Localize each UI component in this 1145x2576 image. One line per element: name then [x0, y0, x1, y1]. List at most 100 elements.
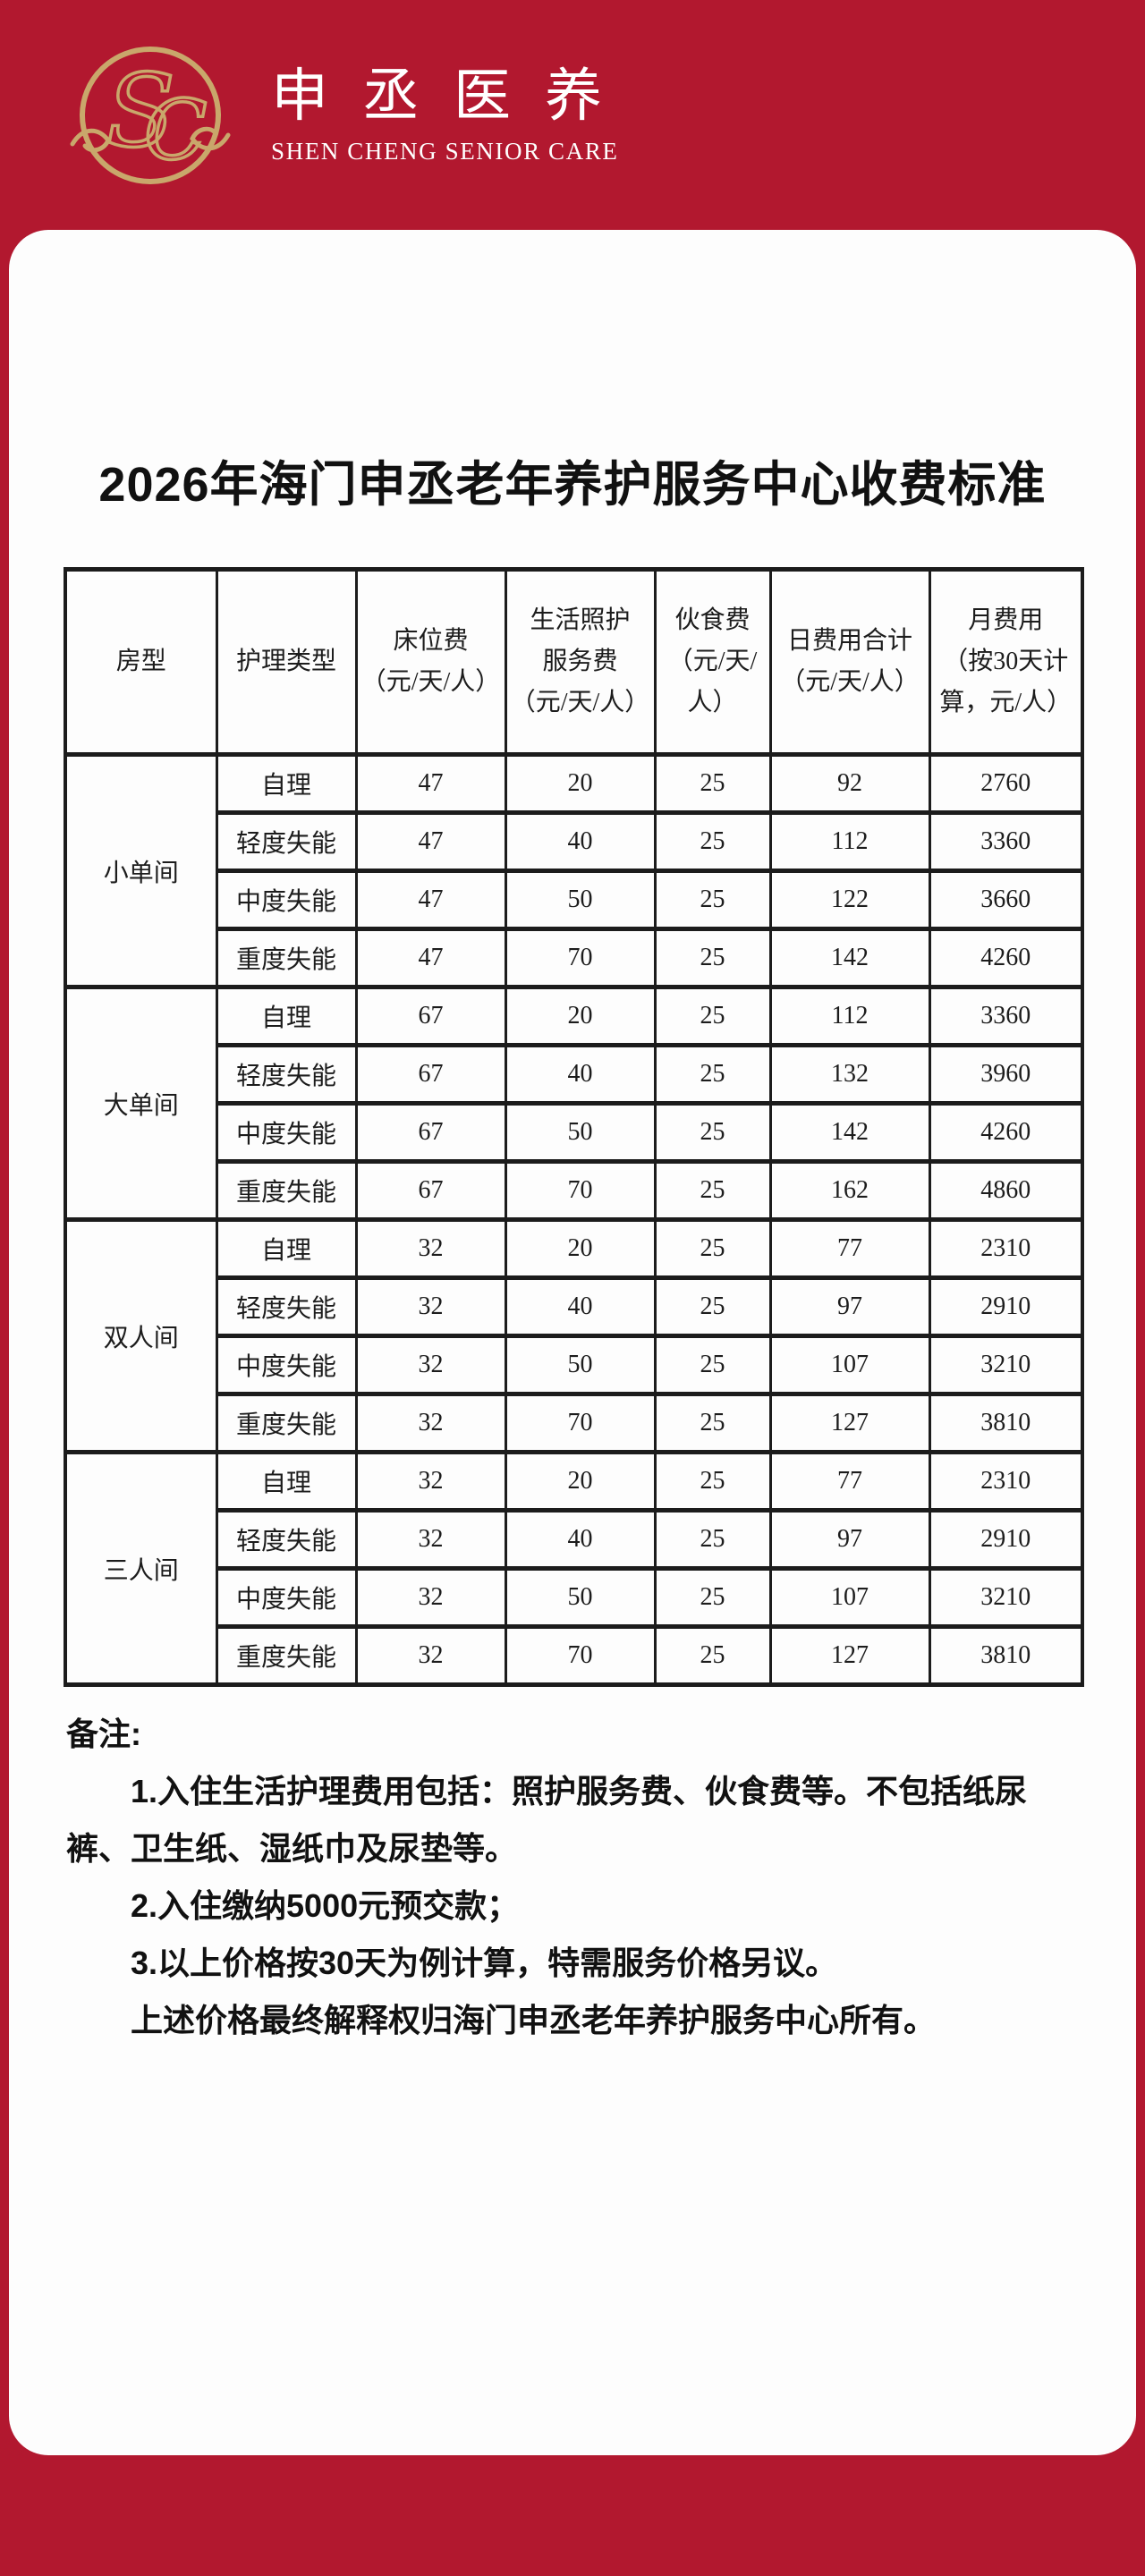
- table-row: 轻度失能 32 40 25 97 2910: [65, 1508, 1084, 1571]
- room-type-cell: 大单间: [64, 985, 218, 1222]
- meal-fee-cell: 25: [653, 1275, 772, 1338]
- monogram-letter-s: S: [106, 54, 175, 170]
- daily-total-cell: 127: [768, 1624, 931, 1687]
- header-monthly-fee: 月费用 （按30天计 算，元/人）: [928, 567, 1084, 757]
- table-row: 重度失能 47 70 25 142 4260: [65, 927, 1084, 989]
- service-fee-cell: 50: [504, 1101, 657, 1164]
- daily-total-cell: 92: [768, 752, 931, 815]
- service-fee-cell: 20: [504, 752, 657, 815]
- bed-fee-cell: 32: [354, 1392, 507, 1454]
- bed-fee-cell: 67: [354, 1101, 507, 1164]
- service-fee-cell: 40: [504, 810, 657, 873]
- meal-fee-cell: 25: [653, 1624, 772, 1687]
- meal-fee-cell: 25: [653, 1566, 772, 1629]
- monthly-fee-cell: 3210: [928, 1334, 1084, 1396]
- table-row: 中度失能 32 50 25 107 3210: [65, 1334, 1084, 1396]
- care-type-cell: 轻度失能: [215, 1275, 358, 1338]
- bed-fee-cell: 47: [354, 869, 507, 931]
- daily-total-cell: 77: [768, 1217, 931, 1280]
- daily-total-cell: 142: [768, 1101, 931, 1164]
- daily-total-cell: 97: [768, 1508, 931, 1571]
- table-row: 双人间 自理 32 20 25 77 2310: [64, 1217, 1084, 1454]
- sc-monogram-icon: S C: [70, 46, 231, 184]
- care-type-cell: 中度失能: [215, 1334, 358, 1396]
- notes-section: 备注: 1.入住生活护理费用包括：照护服务费、伙食费等。不包括纸尿裤、卫生纸、湿…: [66, 1706, 1082, 2049]
- monthly-fee-cell: 2310: [928, 1450, 1084, 1513]
- monthly-fee-cell: 3810: [928, 1624, 1084, 1687]
- monthly-fee-cell: 4860: [928, 1159, 1084, 1222]
- care-type-cell: 中度失能: [215, 1566, 358, 1629]
- daily-total-cell: 107: [768, 1566, 931, 1629]
- bed-fee-cell: 67: [354, 985, 507, 1047]
- service-fee-cell: 20: [504, 1450, 657, 1513]
- care-type-cell: 自理: [215, 752, 358, 815]
- monthly-fee-cell: 4260: [928, 1101, 1084, 1164]
- care-type-cell: 中度失能: [215, 869, 358, 931]
- monthly-fee-cell: 3810: [928, 1392, 1084, 1454]
- meal-fee-cell: 25: [653, 927, 772, 989]
- brand-name-en: SHEN CHENG SENIOR CARE: [271, 137, 619, 165]
- monthly-fee-cell: 3360: [928, 810, 1084, 873]
- pricing-table-wrap: 房型 护理类型 床位费 （元/天/人） 生活照护 服务费 （元/天/人） 伙食费…: [64, 567, 1084, 1687]
- meal-fee-cell: 25: [653, 1334, 772, 1396]
- bed-fee-cell: 47: [354, 810, 507, 873]
- table-row: 小单间 自理 47 20 25 92 2760: [64, 752, 1084, 989]
- brand-text: 申丞医养 SHEN CHENG SENIOR CARE: [271, 64, 636, 166]
- daily-total-cell: 132: [768, 1043, 931, 1106]
- care-type-cell: 轻度失能: [215, 1043, 358, 1106]
- monthly-fee-cell: 2910: [928, 1275, 1084, 1338]
- room-type-cell: 小单间: [64, 752, 218, 989]
- monthly-fee-cell: 2910: [928, 1508, 1084, 1571]
- brand-name-cn: 申丞医养: [271, 64, 636, 128]
- note-item-2: 2.入住缴纳5000元预交款；: [131, 1887, 520, 1924]
- table-row: 重度失能 67 70 25 162 4860: [65, 1159, 1084, 1222]
- bed-fee-cell: 32: [354, 1566, 507, 1629]
- header-care-type: 护理类型: [215, 567, 358, 757]
- table-row: 轻度失能 67 40 25 132 3960: [65, 1043, 1084, 1106]
- header-care-service-fee: 生活照护 服务费 （元/天/人）: [504, 567, 657, 757]
- bed-fee-cell: 32: [354, 1508, 507, 1571]
- pricing-table: 房型 护理类型 床位费 （元/天/人） 生活照护 服务费 （元/天/人） 伙食费…: [64, 567, 1084, 1687]
- bed-fee-cell: 67: [354, 1159, 507, 1222]
- room-type-cell: 三人间: [64, 1450, 218, 1687]
- meal-fee-cell: 25: [653, 810, 772, 873]
- service-fee-cell: 70: [504, 1624, 657, 1687]
- daily-total-cell: 112: [768, 985, 931, 1047]
- note-footer: 上述价格最终解释权归海门申丞老年养护服务中心所有。: [131, 2002, 937, 2038]
- meal-fee-cell: 25: [653, 1508, 772, 1571]
- table-row: 中度失能 47 50 25 122 3660: [65, 869, 1084, 931]
- monthly-fee-cell: 2760: [928, 752, 1084, 815]
- meal-fee-cell: 25: [653, 1450, 772, 1513]
- header-daily-total: 日费用合计 （元/天/人）: [768, 567, 931, 757]
- bed-fee-cell: 32: [354, 1275, 507, 1338]
- care-type-cell: 重度失能: [215, 1159, 358, 1222]
- content-card: 2026年海门申丞老年养护服务中心收费标准 房型 护理类型 床位费 （元/天/人…: [9, 230, 1136, 2455]
- meal-fee-cell: 25: [653, 869, 772, 931]
- monogram-letter-c: C: [144, 82, 207, 178]
- care-type-cell: 自理: [215, 985, 358, 1047]
- service-fee-cell: 20: [504, 1217, 657, 1280]
- bed-fee-cell: 32: [354, 1624, 507, 1687]
- care-type-cell: 中度失能: [215, 1101, 358, 1164]
- table-row: 重度失能 32 70 25 127 3810: [65, 1624, 1084, 1687]
- care-type-cell: 轻度失能: [215, 810, 358, 873]
- bed-fee-cell: 47: [354, 752, 507, 815]
- meal-fee-cell: 25: [653, 1043, 772, 1106]
- service-fee-cell: 70: [504, 927, 657, 989]
- header-room-type: 房型: [64, 567, 218, 757]
- meal-fee-cell: 25: [653, 985, 772, 1047]
- monthly-fee-cell: 3960: [928, 1043, 1084, 1106]
- table-row: 三人间 自理 32 20 25 77 2310: [64, 1450, 1084, 1687]
- service-fee-cell: 20: [504, 985, 657, 1047]
- page-title: 2026年海门申丞老年养护服务中心收费标准: [98, 458, 1047, 512]
- table-row: 中度失能 32 50 25 107 3210: [65, 1566, 1084, 1629]
- notes-label: 备注:: [66, 1716, 141, 1752]
- table-row: 重度失能 32 70 25 127 3810: [65, 1392, 1084, 1454]
- service-fee-cell: 70: [504, 1392, 657, 1454]
- service-fee-cell: 40: [504, 1275, 657, 1338]
- header-bed-fee: 床位费 （元/天/人）: [354, 567, 507, 757]
- monthly-fee-cell: 3360: [928, 985, 1084, 1047]
- service-fee-cell: 50: [504, 869, 657, 931]
- bed-fee-cell: 32: [354, 1450, 507, 1513]
- monthly-fee-cell: 3660: [928, 869, 1084, 931]
